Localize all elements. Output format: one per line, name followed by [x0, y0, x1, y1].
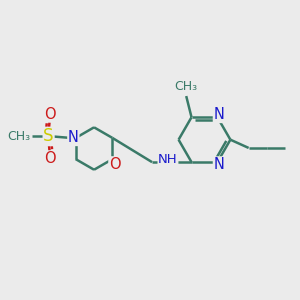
Text: CH₃: CH₃ [175, 80, 198, 93]
Text: S: S [44, 128, 54, 146]
Text: NH: NH [158, 153, 178, 166]
Text: O: O [44, 151, 55, 166]
Text: O: O [109, 157, 121, 172]
Text: N: N [214, 157, 224, 172]
Text: N: N [68, 130, 79, 146]
Text: CH₃: CH₃ [7, 130, 30, 143]
Text: N: N [214, 107, 224, 122]
Text: O: O [44, 107, 55, 122]
